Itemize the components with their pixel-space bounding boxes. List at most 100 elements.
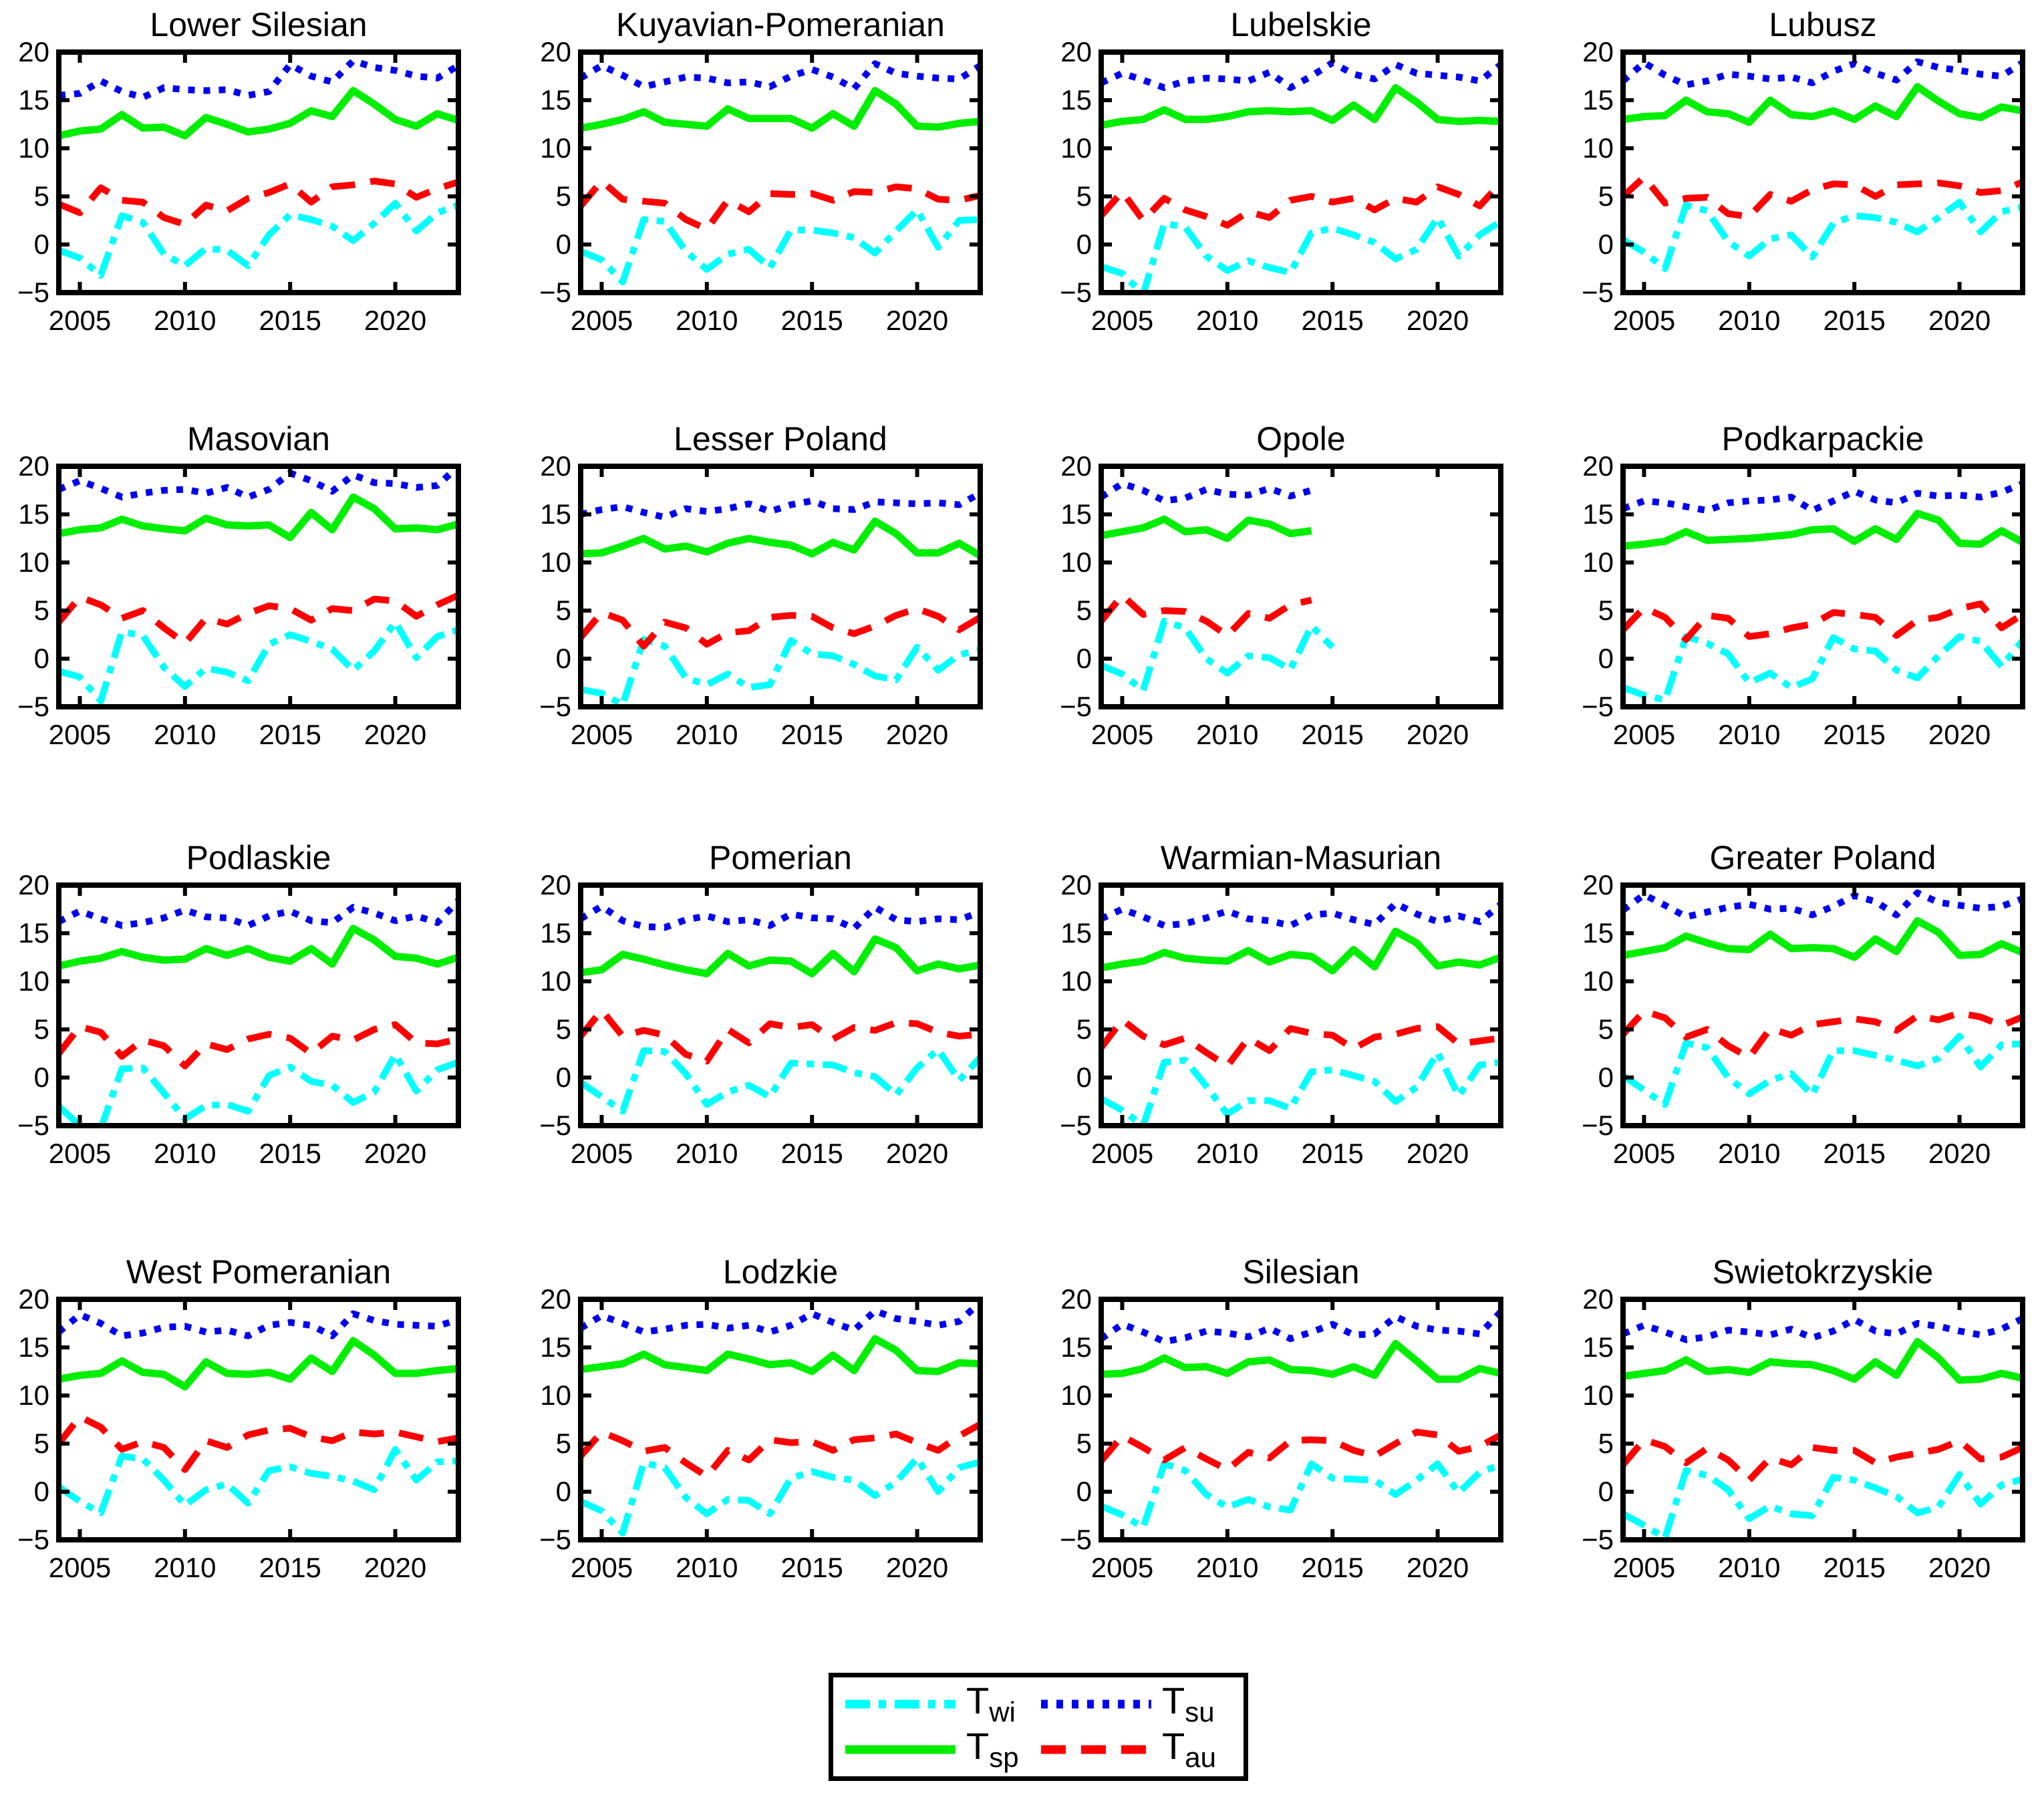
podkarpackie-Twi-line: [1623, 633, 2023, 703]
x-tick-label: 2015: [1301, 1552, 1363, 1583]
axis-box: [1099, 49, 1503, 295]
y-tick-label: −5: [1582, 1524, 1614, 1555]
silesian-Tau-line: [1101, 1428, 1501, 1473]
y-tick-label: 0: [556, 1476, 571, 1507]
chart-podkarpackie: Podkarpackie 2005 2010 2015 2020 −5 0 5 10 15 20: [1582, 420, 2025, 750]
x-tick-label: 2020: [1928, 305, 1991, 336]
y-tick-label: 10: [1060, 546, 1092, 578]
west-pomeranian-Twi-line: [59, 1446, 458, 1516]
chart-lesser-poland: Lesser Poland 2005 2010 2015 2020 −5 0 5 10 15 20: [539, 420, 983, 750]
x-tick-label: 2010: [1718, 1138, 1780, 1169]
x-tick-label: 2020: [886, 719, 948, 750]
y-tick-label: 15: [1060, 498, 1092, 530]
series-group: [581, 490, 980, 707]
y-tick-label: 15: [18, 84, 49, 116]
warmian-masurian-Tau-line: [1101, 1016, 1501, 1070]
chart-podlaskie: Podlaskie 2005 2010 2015 2020 −5 0 5 10 15 20: [17, 839, 461, 1169]
chart-silesian: Silesian 2005 2010 2015 2020 −5 0 5 10 15 20: [1060, 1253, 1503, 1583]
y-tick-label: 15: [1582, 84, 1614, 116]
pomerian-Tsu-line: [581, 903, 980, 932]
y-tick-label: 0: [556, 1061, 571, 1093]
y-tick-label: 10: [1582, 1379, 1614, 1411]
series-group: [59, 1310, 458, 1516]
x-tick-label: 2020: [1928, 719, 1991, 750]
x-tick-label: 2020: [364, 1552, 426, 1583]
greater-poland-Twi-line: [1623, 1033, 2023, 1108]
y-tick-label: 0: [34, 1061, 49, 1093]
chart-title: Greater Poland: [1709, 839, 1936, 876]
y-tick-label: 10: [1060, 1379, 1092, 1411]
y-tick-label: 0: [556, 228, 571, 260]
y-tick-label: 20: [540, 36, 571, 67]
masovian-Tsp-line: [59, 493, 458, 542]
y-tick-label: 15: [540, 84, 571, 116]
legend-label: Tsu: [1162, 1679, 1215, 1728]
y-tick-label: 5: [34, 1428, 49, 1459]
y-tick-label: 0: [1076, 1476, 1092, 1507]
y-tick-label: 20: [540, 869, 571, 901]
y-tick-label: 10: [18, 965, 49, 997]
y-tick-label: 15: [1582, 498, 1614, 530]
silesian-Twi-line: [1101, 1460, 1501, 1531]
y-tick-label: 20: [540, 1283, 571, 1315]
chart-warmian-masurian: Warmian-Masurian 2005 2010 2015 2020 −5 0 5 10 15…: [1060, 839, 1503, 1169]
legend-item-tsu: Tsu: [1041, 1682, 1237, 1726]
pomerian-Tau-line: [581, 1007, 980, 1065]
x-tick-label: 2015: [780, 305, 843, 336]
x-tick-label: 2005: [49, 1138, 111, 1169]
warmian-masurian-Twi-line: [1101, 1049, 1501, 1126]
lodzkie-Tsu-line: [581, 1299, 980, 1335]
x-tick-label: 2010: [676, 305, 738, 336]
x-tick-label: 2005: [571, 1552, 633, 1583]
x-tick-label: 2015: [1823, 305, 1885, 336]
swietokrzyskie-Tau-line: [1623, 1436, 2023, 1484]
series-group: [1101, 1309, 1501, 1531]
series-group: [1623, 889, 2023, 1108]
y-tick-label: −5: [17, 277, 49, 308]
y-tick-label: −5: [539, 277, 571, 308]
y-tick-label: 10: [540, 1379, 571, 1411]
series-group: [59, 898, 458, 1126]
y-tick-label: 5: [1598, 1013, 1614, 1045]
y-tick-label: 5: [556, 1428, 571, 1459]
warmian-masurian-Tsp-line: [1101, 927, 1501, 975]
y-tick-label: −5: [1582, 1110, 1614, 1141]
y-tick-label: 10: [540, 132, 571, 164]
podkarpackie-Tau-line: [1623, 600, 2023, 643]
y-tick-label: 10: [18, 1379, 49, 1411]
legend-label: Tau: [1162, 1725, 1216, 1773]
chart-lower-silesian: Lower Silesian 2005 2010 2015 2020 −5 0 5 10 15 20: [17, 6, 461, 336]
axis-box: [1620, 1297, 2025, 1542]
west-pomeranian-Tsu-line: [59, 1310, 458, 1339]
opole-Tsp-line: [1101, 515, 1312, 542]
x-tick-label: 2020: [364, 1138, 426, 1169]
y-tick-label: 0: [1598, 228, 1614, 260]
x-tick-label: 2005: [1613, 1138, 1675, 1169]
chart-masovian: Masovian 2005 2010 2015 2020 −5 0 5 10 15 20: [17, 420, 461, 750]
x-tick-label: 2005: [1613, 305, 1675, 336]
chart-title: Kuyavian-Pomeranian: [616, 6, 945, 43]
opole-Tsu-line: [1101, 480, 1313, 504]
legend: Twi Tsu Tsp Tau: [829, 1673, 1248, 1781]
y-tick-label: −5: [539, 1110, 571, 1141]
lesser-poland-Twi-line: [581, 636, 980, 707]
y-tick-label: −5: [1060, 1110, 1092, 1141]
chart-title: Pomerian: [709, 839, 852, 876]
axis-box: [1099, 464, 1503, 709]
series-group: [59, 57, 458, 279]
y-tick-label: −5: [1582, 691, 1614, 722]
y-tick-label: 20: [18, 450, 49, 482]
x-tick-label: 2015: [259, 305, 321, 336]
tau-line-sample: [1041, 1745, 1151, 1754]
y-tick-label: 10: [1582, 132, 1614, 164]
y-tick-label: 0: [34, 1476, 49, 1507]
chart-lubelskie: Lubelskie 2005 2010 2015 2020 −5 0 5 10 15 20: [1060, 6, 1503, 336]
axis-box: [578, 49, 983, 295]
x-tick-label: 2020: [1928, 1552, 1991, 1583]
y-tick-label: 5: [1076, 180, 1092, 212]
x-tick-label: 2005: [1091, 1138, 1153, 1169]
y-tick-label: −5: [17, 1524, 49, 1555]
x-tick-label: 2015: [1301, 1138, 1363, 1169]
y-tick-label: 20: [1582, 1283, 1614, 1315]
y-tick-label: 20: [1060, 1283, 1092, 1315]
